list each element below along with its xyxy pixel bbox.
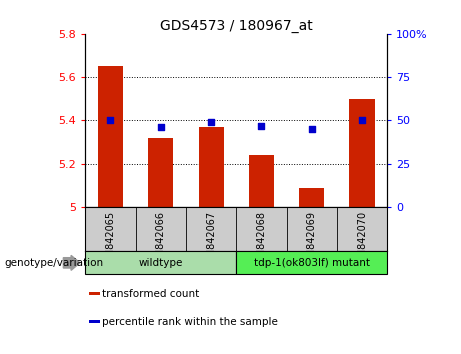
Point: [358, 118, 366, 123]
Bar: [199, 127, 224, 207]
FancyArrow shape: [63, 255, 80, 270]
Bar: [89, 320, 100, 324]
Text: GSM842069: GSM842069: [307, 211, 317, 270]
Text: wildtype: wildtype: [139, 258, 183, 268]
Bar: [249, 155, 274, 207]
Point: [157, 125, 165, 130]
Bar: [148, 138, 173, 207]
Text: GSM842065: GSM842065: [106, 211, 115, 270]
Title: GDS4573 / 180967_at: GDS4573 / 180967_at: [160, 19, 313, 33]
Text: percentile rank within the sample: percentile rank within the sample: [102, 317, 278, 327]
Text: GSM842067: GSM842067: [206, 211, 216, 270]
Bar: [89, 292, 100, 296]
Bar: [299, 188, 325, 207]
Text: GSM842068: GSM842068: [256, 211, 266, 270]
Point: [308, 126, 315, 132]
Text: genotype/variation: genotype/variation: [5, 258, 104, 268]
Text: GSM842070: GSM842070: [357, 211, 367, 270]
Text: tdp-1(ok803lf) mutant: tdp-1(ok803lf) mutant: [254, 258, 370, 268]
Bar: [85, 251, 236, 274]
Bar: [98, 66, 123, 207]
Text: transformed count: transformed count: [102, 289, 200, 299]
Bar: [236, 251, 387, 274]
Text: GSM842066: GSM842066: [156, 211, 166, 270]
Bar: [349, 99, 375, 207]
Point: [258, 123, 265, 129]
Point: [207, 119, 215, 125]
Point: [107, 118, 114, 123]
